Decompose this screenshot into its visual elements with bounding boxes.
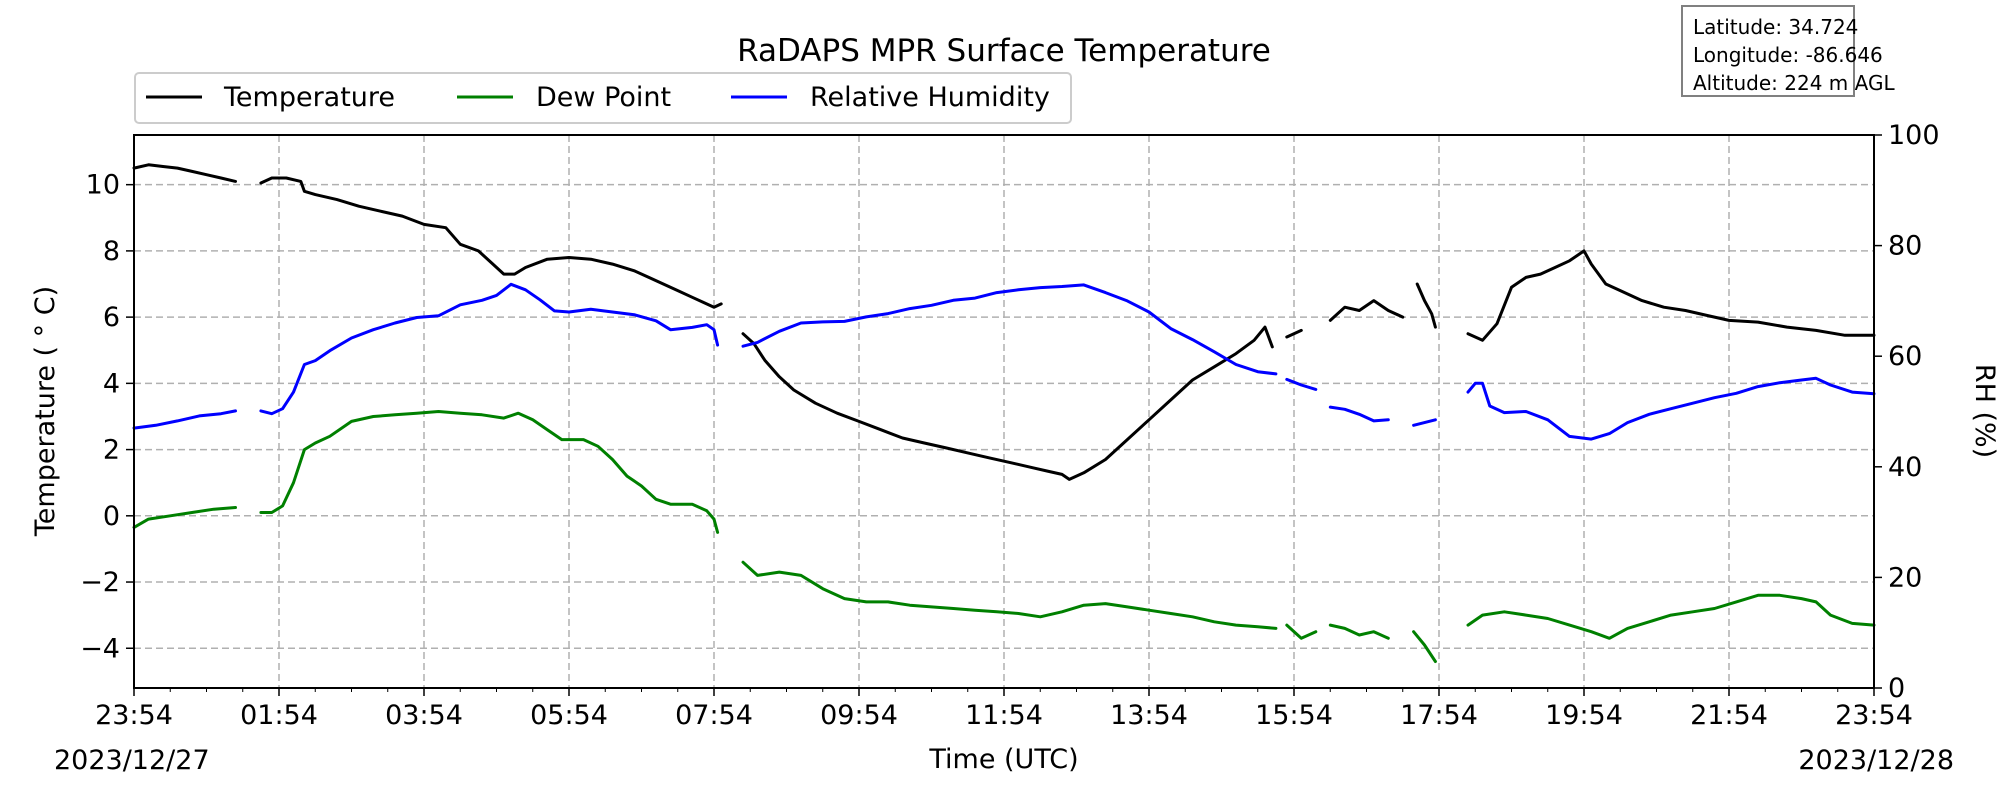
series-line-temperature <box>132 163 237 183</box>
x-tick-label: 01:54 <box>240 700 318 731</box>
x-tick-label: 21:54 <box>1690 700 1768 731</box>
series-line-dew-point <box>132 506 237 529</box>
y-tick-label: 6 <box>103 302 120 333</box>
series-line-dew-point <box>1412 630 1437 663</box>
y2-tick-label: 0 <box>1888 673 1905 704</box>
y-tick-label: 4 <box>103 368 120 399</box>
x-tick-label: 09:54 <box>820 700 898 731</box>
series-line-relative-humidity <box>259 282 720 416</box>
legend-label-temperature: Temperature <box>223 82 395 113</box>
x-tick-label: 23:54 <box>95 700 173 731</box>
y2-tick-label: 100 <box>1888 120 1940 151</box>
y-axis-label: Temperature ( ° C) <box>30 286 61 537</box>
x-axis-label: Time (UTC) <box>928 744 1078 775</box>
y2-tick-label: 40 <box>1888 452 1922 483</box>
legend-frame <box>134 72 1072 124</box>
y2-axis-label: RH (%) <box>1969 364 2000 458</box>
y-tick-label: 10 <box>86 170 120 201</box>
x-tick-label: 07:54 <box>675 700 753 731</box>
series-line-temperature <box>741 325 1274 481</box>
series-line-temperature <box>1415 282 1437 329</box>
series-line-dew-point <box>1285 623 1318 640</box>
legend-label-relative-humidity: Relative Humidity <box>810 82 1050 113</box>
legend: Temperature Dew Point Relative Humidity <box>134 72 1072 124</box>
x-tick-label: 17:54 <box>1400 700 1478 731</box>
series-line-relative-humidity <box>741 283 1278 376</box>
x-tick-label: 03:54 <box>385 700 463 731</box>
series-line-temperature <box>259 176 723 309</box>
date-label-start: 2023/12/27 <box>54 745 210 776</box>
x-tick-label: 19:54 <box>1545 700 1623 731</box>
series-line-relative-humidity <box>132 409 237 430</box>
series-line-temperature <box>1285 328 1303 339</box>
series-line-dew-point <box>259 410 720 534</box>
location-info-box: Latitude: 34.724 Longitude: -86.646 Alti… <box>1681 5 1895 97</box>
series-line-relative-humidity <box>1412 418 1437 427</box>
y-tick-label: −4 <box>80 633 120 664</box>
x-tick-label: 05:54 <box>530 700 608 731</box>
series-layer <box>132 163 1876 663</box>
series-line-dew-point <box>1466 593 1876 640</box>
series-line-temperature <box>1328 299 1405 322</box>
altitude-text: Altitude: 224 m AGL <box>1693 71 1895 95</box>
latitude-text: Latitude: 34.724 <box>1693 15 1859 39</box>
x-tick-label: 23:54 <box>1835 700 1913 731</box>
axis-layer: 23:54 01:54 03:54 05:54 07:54 09:54 11:54 13:54… <box>80 120 1939 731</box>
series-line-relative-humidity <box>1285 377 1318 391</box>
y-tick-label: 2 <box>103 435 120 466</box>
y2-tick-label: 60 <box>1888 341 1922 372</box>
series-line-temperature <box>1466 249 1876 342</box>
y2-tick-label: 80 <box>1888 231 1922 262</box>
series-line-dew-point <box>1328 623 1390 640</box>
longitude-text: Longitude: -86.646 <box>1693 43 1883 67</box>
x-tick-label: 15:54 <box>1255 700 1333 731</box>
y-tick-label: 0 <box>103 501 120 532</box>
x-tick-label: 11:54 <box>965 700 1043 731</box>
series-line-relative-humidity <box>1466 376 1876 441</box>
y-tick-label: −2 <box>80 567 120 598</box>
series-line-relative-humidity <box>1328 405 1390 423</box>
y-tick-label: 8 <box>103 236 120 267</box>
x-tick-label: 13:54 <box>1110 700 1188 731</box>
series-line-dew-point <box>741 560 1278 630</box>
date-label-end: 2023/12/28 <box>1798 745 1954 776</box>
legend-label-dew-point: Dew Point <box>536 82 671 113</box>
chart-title: RaDAPS MPR Surface Temperature <box>737 33 1271 69</box>
y2-tick-label: 20 <box>1888 562 1922 593</box>
